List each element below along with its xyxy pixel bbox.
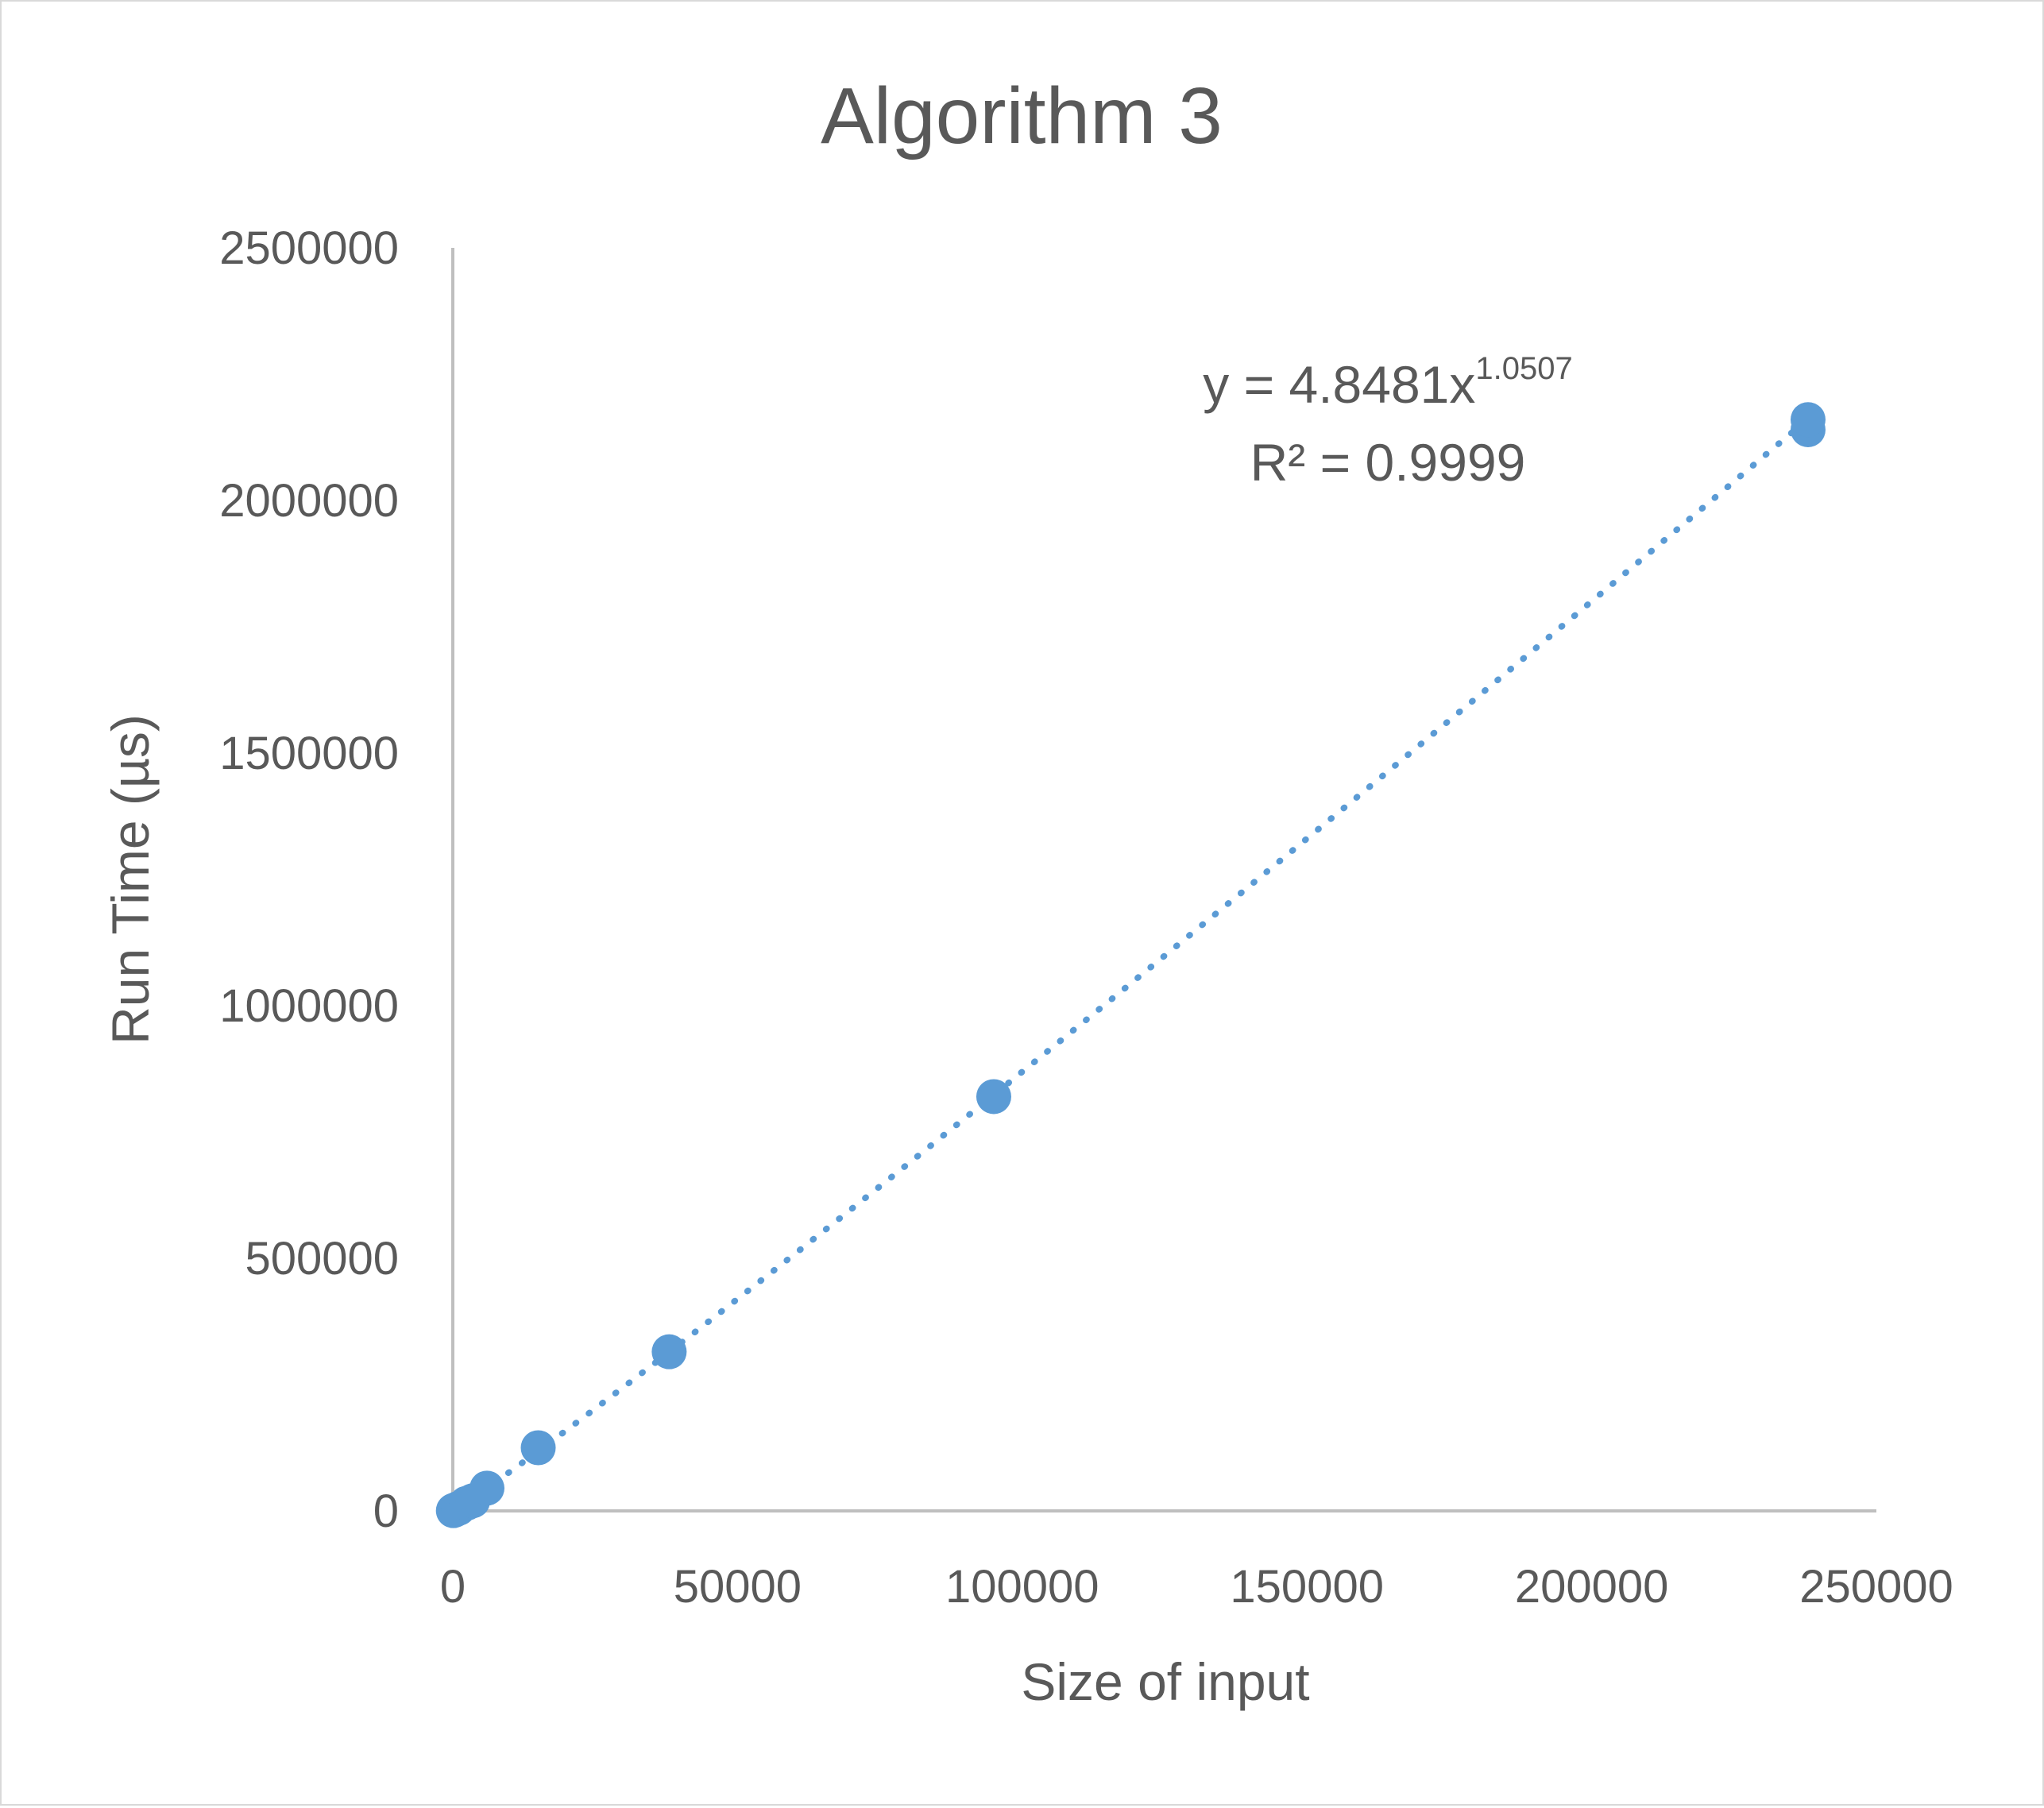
trendline-equation-base: y = 4.8481x: [1203, 355, 1475, 414]
y-tick-labels: 0 500000 1000000 1500000 2000000 2500000: [219, 222, 399, 1537]
x-tick-label: 250000: [1799, 1561, 1953, 1613]
y-tick-label: 0: [373, 1485, 399, 1537]
data-points: [435, 402, 1826, 1528]
x-tick-label: 100000: [945, 1561, 1099, 1613]
trendline-r-squared: R² = 0.9999: [1250, 433, 1526, 492]
data-point: [976, 1079, 1011, 1115]
x-tick-labels: 0 50000 100000 150000 200000 250000: [440, 1561, 1953, 1613]
data-point: [651, 1334, 687, 1370]
x-axis-title: Size of input: [1021, 1652, 1309, 1711]
trendline-equation-exponent: 1.0507: [1475, 351, 1572, 386]
y-tick-label: 1500000: [219, 728, 399, 779]
data-point: [520, 1430, 556, 1466]
y-tick-label: 1000000: [219, 980, 399, 1032]
x-tick-label: 0: [440, 1561, 466, 1613]
data-point: [469, 1470, 505, 1506]
x-tick-label: 150000: [1230, 1561, 1384, 1613]
y-tick-label: 500000: [245, 1233, 399, 1285]
y-axis-title: Run Time (µs): [101, 714, 160, 1045]
trendline-equation: y = 4.8481x1.0507: [1203, 351, 1572, 414]
y-tick-label: 2500000: [219, 222, 399, 274]
x-tick-label: 50000: [674, 1561, 802, 1613]
x-tick-label: 200000: [1515, 1561, 1669, 1613]
chart-title: Algorithm 3: [821, 71, 1223, 160]
data-point: [1790, 402, 1826, 438]
y-tick-label: 2000000: [219, 475, 399, 527]
